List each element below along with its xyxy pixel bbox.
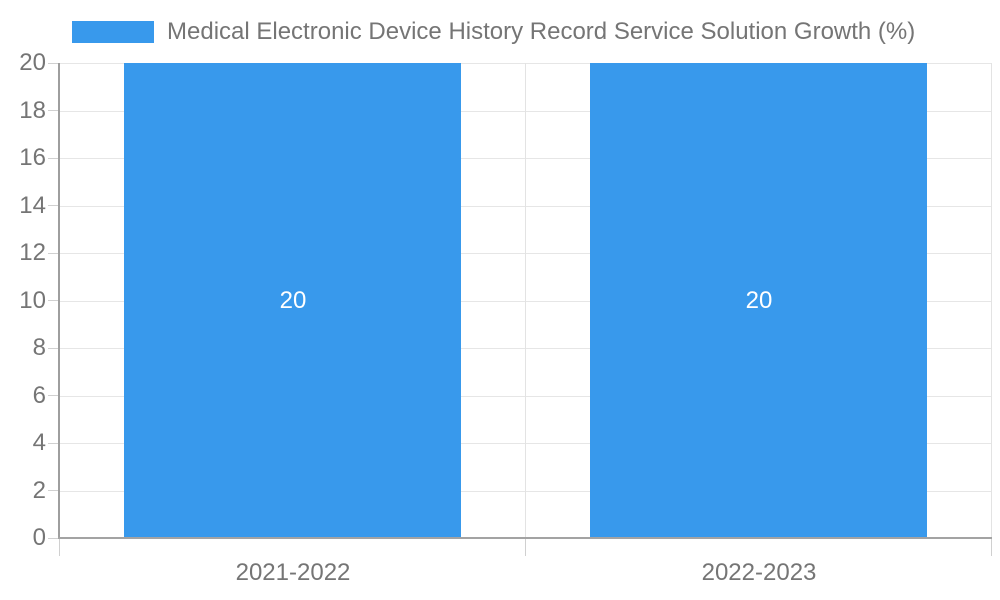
y-axis-line (58, 63, 60, 538)
gridline (60, 300, 992, 302)
gridline (60, 205, 992, 207)
legend-item[interactable]: Medical Electronic Device History Record… (72, 14, 915, 50)
y-tick-label: 14 (19, 191, 46, 219)
y-tick-label: 4 (32, 429, 46, 456)
y-tick-mark (48, 252, 60, 254)
legend-label: Medical Electronic Device History Record… (167, 18, 916, 45)
gridline (60, 490, 992, 492)
y-tick-label: 20 (19, 49, 46, 76)
plot-area: 20 20 (58, 63, 992, 556)
bar-value-label: 20 (745, 286, 773, 314)
y-tick-mark (48, 110, 60, 111)
x-axis-line (58, 537, 992, 539)
y-tick-mark (48, 347, 60, 349)
y-tick-mark (48, 490, 60, 491)
category-separator (525, 63, 526, 538)
x-axis-labels: 2021-2022 2022-2023 (60, 557, 992, 589)
gridline (60, 63, 992, 64)
y-tick-label: 6 (32, 381, 46, 409)
y-tick-label: 8 (32, 334, 46, 361)
bar[interactable]: 20 (590, 63, 928, 538)
x-tick-label: 2021-2022 (235, 559, 351, 586)
category-separator (991, 63, 992, 538)
y-tick-mark (48, 157, 60, 159)
y-tick-mark (48, 537, 60, 539)
legend-swatch (72, 21, 154, 43)
gridline (60, 110, 992, 112)
y-tick-label: 2 (32, 476, 46, 504)
bar-value-label: 20 (279, 286, 307, 314)
y-axis-ticks (48, 62, 60, 539)
bar[interactable]: 20 (124, 63, 462, 538)
x-tick-label: 2022-2023 (701, 559, 817, 586)
y-tick-mark (48, 442, 60, 444)
gridline (60, 253, 992, 254)
y-tick-label: 0 (32, 524, 46, 551)
y-axis-labels: 0 2 4 6 8 10 12 14 16 18 20 (0, 51, 46, 550)
y-tick-label: 12 (19, 239, 46, 266)
y-tick-mark (48, 395, 60, 396)
gridline (60, 395, 992, 397)
y-tick-label: 16 (19, 144, 46, 171)
x-axis-tick-left (59, 538, 60, 556)
y-tick-label: 18 (19, 96, 46, 124)
x-axis-tick (525, 538, 526, 556)
y-tick-mark (48, 205, 60, 206)
y-tick-label: 10 (19, 286, 46, 314)
gridline (60, 443, 992, 444)
y-tick-mark (48, 300, 60, 301)
y-tick-mark (48, 62, 60, 64)
x-axis-tick (991, 538, 992, 556)
gridline (60, 158, 992, 159)
gridline (60, 348, 992, 349)
